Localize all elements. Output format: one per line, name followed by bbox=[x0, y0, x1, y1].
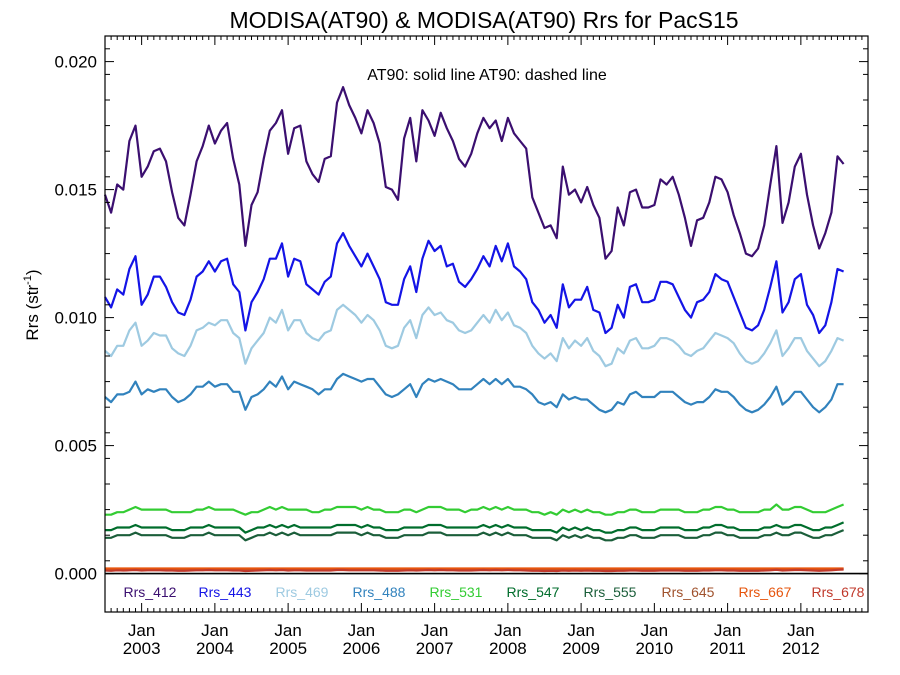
legend-layer: Rrs_412 Rrs_443 Rrs_469 Rrs_488 Rrs_531 Rrs_5… bbox=[124, 584, 865, 600]
legend-entry-rrs_412: Rrs_412 bbox=[124, 584, 177, 600]
x-tick-year-label: 2008 bbox=[489, 639, 527, 658]
y-tick-label: 0.015 bbox=[54, 181, 97, 200]
legend-entry-rrs_443: Rrs_443 bbox=[199, 584, 252, 600]
series-layer bbox=[103, 86, 845, 573]
series-line-rrs_531 bbox=[105, 503, 845, 516]
x-tick-month-label: Jan bbox=[714, 621, 741, 640]
series-line-rrs_412 bbox=[103, 86, 845, 260]
x-tick-year-label: 2007 bbox=[416, 639, 454, 658]
x-tick-month-label: Jan bbox=[201, 621, 228, 640]
x-tick-year-label: 2006 bbox=[342, 639, 380, 658]
series-line-rrs_488 bbox=[104, 372, 844, 414]
x-tick-year-label: 2010 bbox=[635, 639, 673, 658]
legend-entry-rrs_667: Rrs_667 bbox=[739, 584, 792, 600]
x-tick-month-label: Jan bbox=[787, 621, 814, 640]
x-tick-year-label: 2003 bbox=[123, 639, 161, 658]
x-tick-month-label: Jan bbox=[274, 621, 301, 640]
legend-entry-rrs_678: Rrs_678 bbox=[812, 584, 865, 600]
x-tick-month-label: Jan bbox=[641, 621, 668, 640]
legend-entry-rrs_645: Rrs_645 bbox=[662, 584, 715, 600]
series-line-rrs_678 bbox=[104, 568, 844, 573]
series-line-rrs_469 bbox=[104, 303, 845, 368]
y-axis-label: Rrs (str-1) bbox=[22, 269, 42, 340]
x-tick-year-label: 2012 bbox=[782, 639, 820, 658]
series-line-rrs_443 bbox=[104, 232, 845, 335]
y-tick-label: 0.010 bbox=[54, 309, 97, 328]
legend-entry-rrs_555: Rrs_555 bbox=[584, 584, 637, 600]
x-tick-year-label: 2004 bbox=[196, 639, 234, 658]
legend-entry-rrs_469: Rrs_469 bbox=[276, 584, 329, 600]
axis-layer: 0.0000.0050.0100.0150.020Jan2003Jan2004J… bbox=[54, 35, 869, 658]
x-tick-year-label: 2009 bbox=[562, 639, 600, 658]
y-tick-label: 0.005 bbox=[54, 437, 97, 456]
x-tick-year-label: 2005 bbox=[269, 639, 307, 658]
x-tick-month-label: Jan bbox=[421, 621, 448, 640]
x-tick-year-label: 2011 bbox=[709, 639, 746, 658]
legend-entry-rrs_488: Rrs_488 bbox=[353, 584, 406, 600]
series-line-rrs_555 bbox=[105, 529, 845, 542]
y-tick-label: 0.020 bbox=[54, 53, 97, 72]
x-tick-month-label: Jan bbox=[348, 621, 375, 640]
series-line-rrs_547 bbox=[105, 521, 845, 534]
x-tick-month-label: Jan bbox=[567, 621, 594, 640]
x-tick-month-label: Jan bbox=[494, 621, 521, 640]
chart-title: MODISA(AT90) & MODISA(AT90) Rrs for PacS… bbox=[229, 7, 738, 33]
plot-frame bbox=[104, 35, 869, 613]
legend-entry-rrs_531: Rrs_531 bbox=[430, 584, 483, 600]
y-tick-label: 0.000 bbox=[54, 565, 97, 584]
legend-entry-rrs_547: Rrs_547 bbox=[507, 584, 560, 600]
line-style-annotation: AT90: solid line AT90: dashed line bbox=[367, 67, 607, 84]
x-tick-month-label: Jan bbox=[128, 621, 155, 640]
